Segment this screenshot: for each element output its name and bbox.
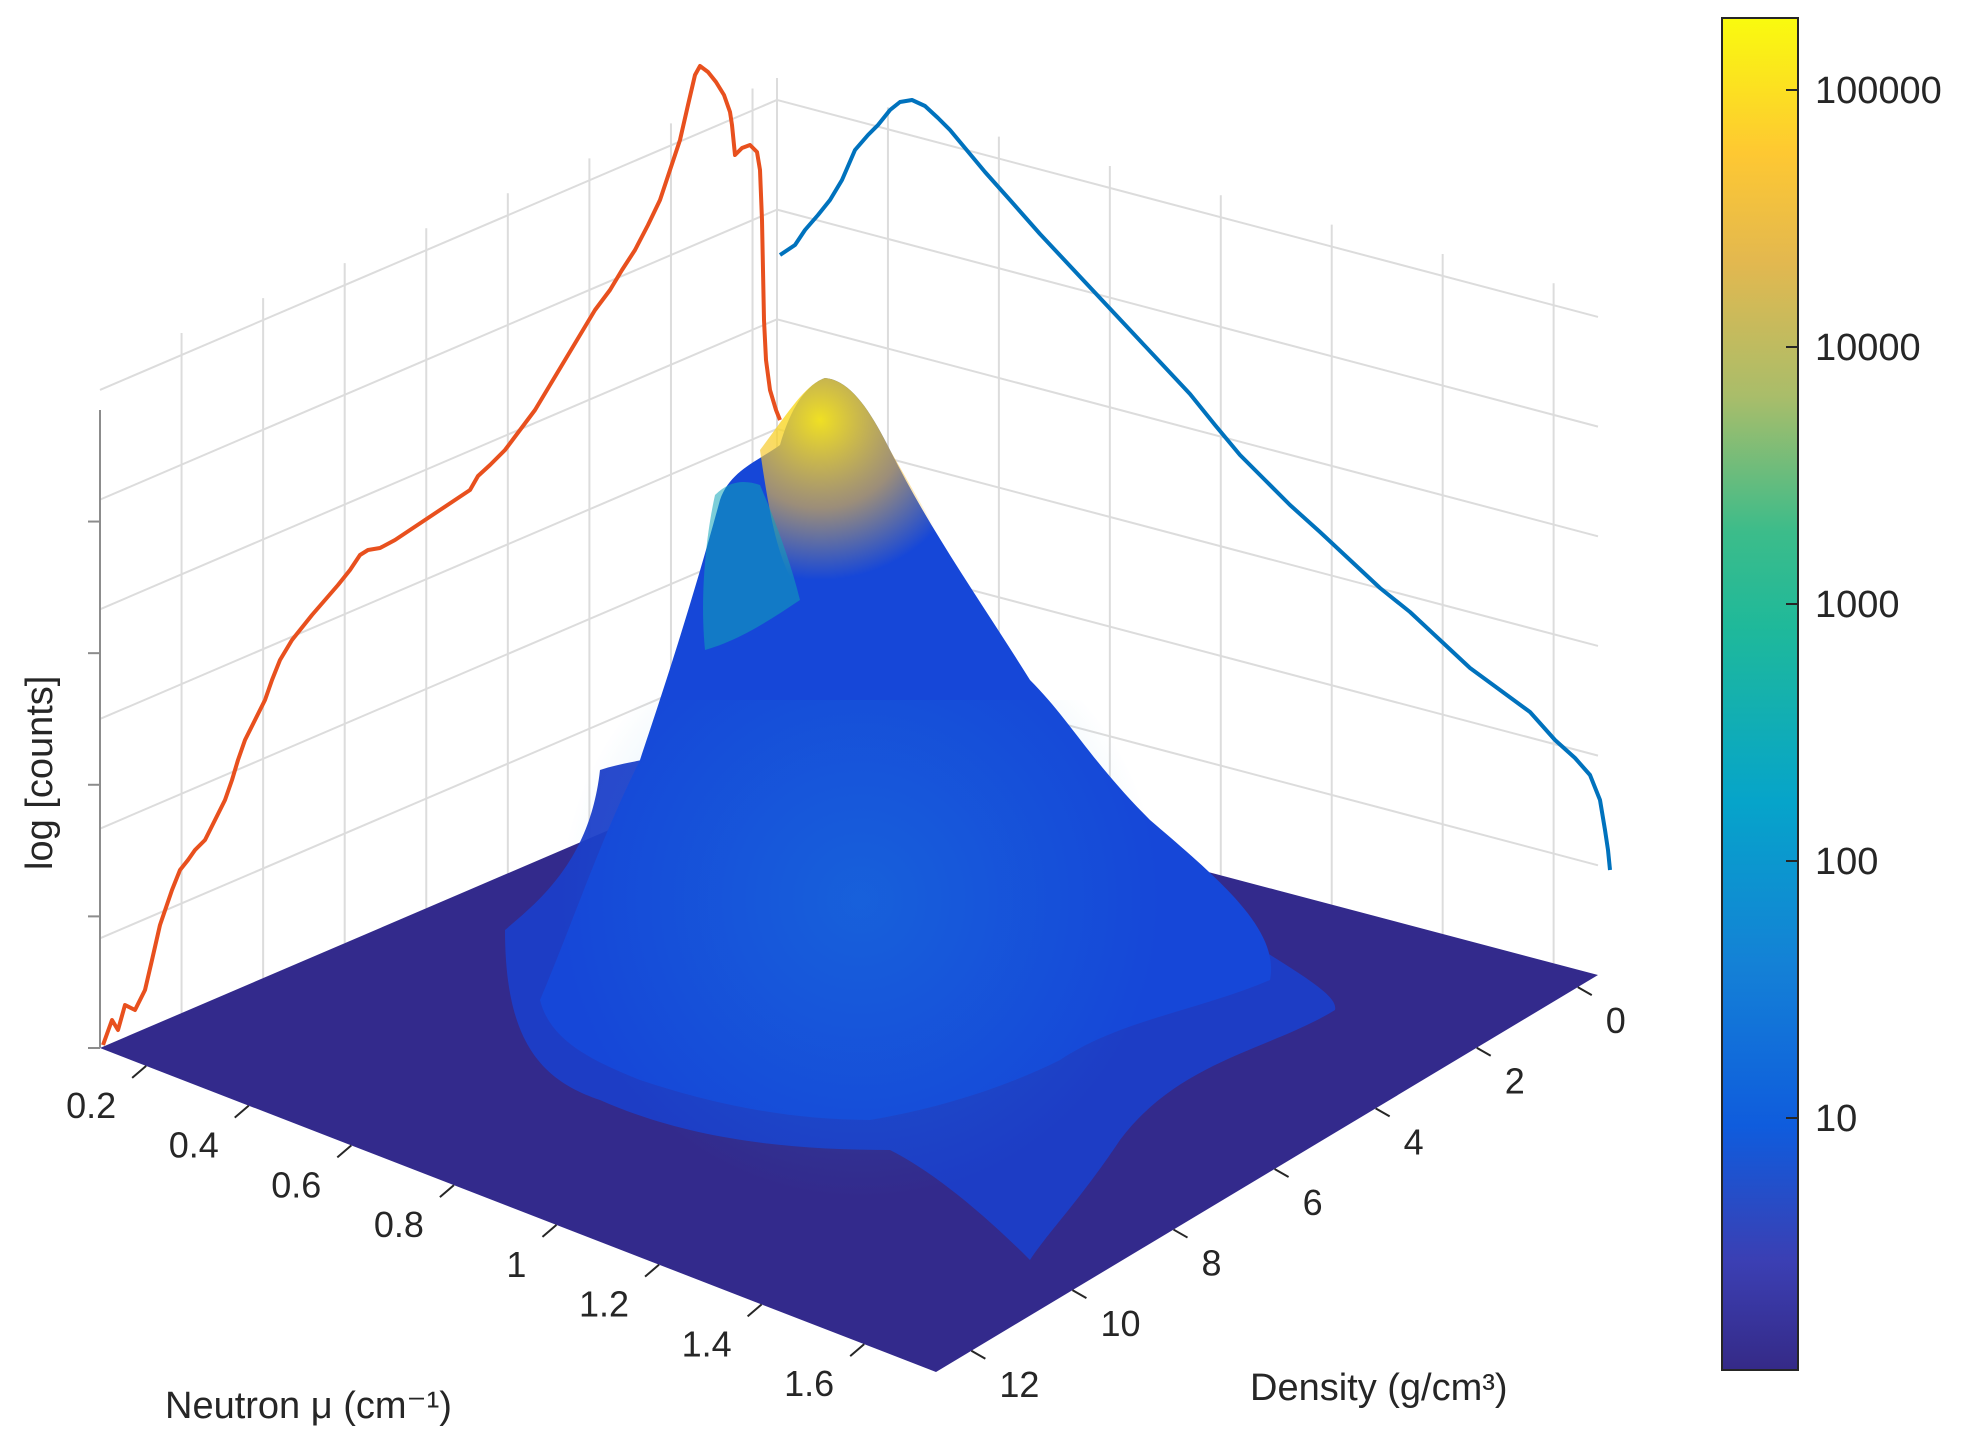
grid-line-left-horizontal <box>99 428 778 720</box>
grid-line-right-horizontal <box>776 428 1599 647</box>
y-tick-mark <box>1071 1289 1087 1300</box>
x-tick-mark <box>336 1144 352 1159</box>
x-tick-label: 0.6 <box>271 1164 321 1205</box>
x-tick-label: 1.6 <box>784 1363 834 1404</box>
x-tick-label: 1.4 <box>682 1323 732 1364</box>
z-axis-ticks <box>88 520 100 1049</box>
colorbar-tick-label: 100 <box>1815 841 1878 883</box>
y-tick-mark <box>1375 1107 1391 1118</box>
x-tick-mark <box>131 1065 147 1079</box>
colorbar: 100000 10000 1000 100 10 <box>1721 17 1942 1371</box>
x-tick-mark <box>644 1263 660 1278</box>
x-tick-label: 0.2 <box>66 1085 116 1126</box>
y-tick-mark <box>1476 1046 1492 1057</box>
x-axis-ticks: 0.2 0.4 0.6 0.8 1 1.2 1.4 1.6 <box>66 1065 865 1404</box>
y-tick-label: 10 <box>1100 1303 1140 1344</box>
y-axis-ticks: 0 2 4 6 8 10 12 <box>970 986 1626 1405</box>
x-tick-label: 0.8 <box>374 1204 424 1245</box>
y-tick-mark <box>970 1349 986 1360</box>
grid-line-left-horizontal <box>99 208 778 501</box>
x-tick-label: 0.4 <box>169 1125 219 1166</box>
z-axis-label: log [counts] <box>19 676 61 870</box>
grid-line-left-horizontal <box>99 537 778 830</box>
y-tick-mark <box>1274 1168 1290 1178</box>
x-tick-mark <box>439 1184 455 1198</box>
x-tick-label: 1 <box>506 1244 526 1285</box>
colorbar-tick-label: 10 <box>1815 1098 1857 1140</box>
x-tick-mark <box>849 1343 865 1357</box>
colorbar-tick-label: 100000 <box>1815 70 1942 112</box>
colorbar-tick-label: 1000 <box>1815 584 1900 626</box>
grid-line-right-horizontal <box>776 208 1599 428</box>
y-tick-label: 6 <box>1303 1182 1323 1223</box>
y-tick-label: 8 <box>1202 1243 1222 1284</box>
x-tick-label: 1.2 <box>579 1284 629 1325</box>
y-tick-mark <box>1577 986 1593 996</box>
neutron-mu-projection-curve <box>101 64 782 1046</box>
grid-line-left-horizontal <box>99 99 778 391</box>
y-tick-label: 4 <box>1404 1121 1424 1162</box>
surface <box>500 378 1336 1260</box>
y-axis-label: Density (g/cm³) <box>1250 1367 1508 1409</box>
x-tick-mark <box>234 1104 250 1119</box>
grid-line-left-horizontal <box>99 318 778 611</box>
colorbar-ticks: 100000 10000 1000 100 10 <box>1786 70 1942 1140</box>
y-tick-mark <box>1173 1228 1189 1239</box>
colorbar-gradient <box>1721 17 1799 1371</box>
x-tick-mark <box>541 1224 558 1238</box>
surface-peak-highlight <box>760 378 980 614</box>
grid-line-right-horizontal <box>776 318 1599 538</box>
y-tick-label: 12 <box>999 1364 1039 1405</box>
y-tick-label: 0 <box>1606 1000 1626 1041</box>
density-projection-curve <box>778 98 1612 871</box>
y-tick-label: 2 <box>1505 1061 1525 1102</box>
x-tick-mark <box>746 1303 763 1318</box>
colorbar-tick-label: 10000 <box>1815 327 1921 369</box>
x-axis-label: Neutron μ (cm⁻¹) <box>165 1385 452 1427</box>
surface-base-glow <box>500 700 1300 1200</box>
grid-line-right-horizontal <box>776 98 1599 318</box>
surface-secondary-ridge <box>703 482 800 650</box>
